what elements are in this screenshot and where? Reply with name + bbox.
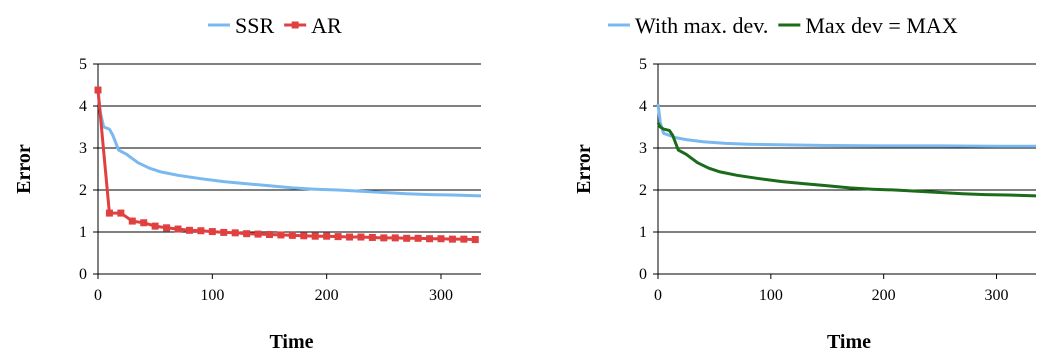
data-point [140, 219, 148, 227]
y-tick-label: 0 [639, 266, 647, 283]
chart-1: 0 1 2 3 4 5 0 100 200 300 Time Error SSR AR [13, 13, 481, 353]
data-point [323, 232, 331, 240]
data-point [380, 234, 388, 242]
data-point [414, 234, 422, 242]
series-line [656, 122, 1036, 198]
y-tick-label: 1 [79, 224, 87, 241]
data-point [163, 224, 171, 232]
y-tick-label: 5 [79, 56, 87, 73]
data-point [311, 232, 319, 240]
y-axis-title: Error [13, 144, 35, 194]
series-line [96, 91, 481, 198]
chart-2: 0 1 2 3 4 5 0 100 200 300 Time Error With max. dev. M… [573, 13, 1036, 353]
legend-entry: SSR [208, 13, 274, 38]
series-ar [94, 86, 479, 244]
legend-entry: With max. dev. [608, 13, 768, 38]
x-axis-title: Time [827, 331, 871, 353]
x-tick-label: 0 [94, 287, 102, 304]
data-point [368, 233, 376, 241]
data-point [185, 226, 193, 234]
data-point [128, 217, 136, 225]
data-point [94, 86, 102, 94]
x-tick-label: 100 [759, 287, 783, 304]
y-tick-label: 2 [79, 182, 87, 199]
y-axis-title: Error [573, 144, 595, 194]
data-point [288, 231, 296, 239]
series-max-dev-max [656, 122, 1036, 198]
legend-entry: Max dev = MAX [778, 13, 958, 38]
data-point [357, 233, 365, 241]
x-axis-title: Time [269, 331, 313, 353]
data-point [243, 230, 251, 238]
data-point [437, 235, 445, 243]
y-tick-label: 1 [639, 224, 647, 241]
legend-label: AR [311, 13, 342, 38]
series-with-max-dev- [656, 103, 1036, 148]
y-tick-label: 0 [79, 266, 87, 283]
data-point [448, 235, 456, 243]
legend-entry: AR [284, 13, 342, 38]
y-tick-label: 4 [79, 98, 87, 115]
data-point [277, 231, 285, 239]
series-line [656, 103, 1036, 148]
y-tick-label: 5 [639, 56, 647, 73]
legend-label: Max dev = MAX [805, 13, 957, 38]
data-point [426, 235, 434, 243]
y-tick-label: 2 [639, 182, 647, 199]
data-point [197, 227, 205, 235]
data-point [346, 233, 354, 241]
data-point [300, 232, 308, 240]
x-tick-label: 300 [429, 287, 453, 304]
data-point [460, 235, 468, 243]
data-point [391, 234, 399, 242]
data-point [105, 209, 113, 217]
x-tick-label: 0 [654, 287, 662, 304]
data-point [254, 230, 262, 238]
x-tick-label: 100 [200, 287, 224, 304]
legend-label: With max. dev. [635, 13, 768, 38]
series-line [96, 89, 476, 242]
data-point [174, 225, 182, 233]
x-tick-label: 200 [315, 287, 339, 304]
data-point [403, 234, 411, 242]
y-tick-label: 3 [79, 140, 87, 157]
x-tick-label: 300 [985, 287, 1009, 304]
data-point [208, 228, 216, 236]
x-tick-label: 200 [872, 287, 896, 304]
data-point [231, 229, 239, 237]
data-point [117, 209, 125, 217]
data-point [265, 231, 273, 239]
y-tick-label: 4 [639, 98, 647, 115]
data-point [471, 236, 479, 244]
legend-label: SSR [235, 13, 274, 38]
legend-marker [291, 21, 299, 29]
y-tick-label: 3 [639, 140, 647, 157]
data-point [151, 222, 159, 230]
data-point [220, 228, 228, 236]
series-ssr [96, 91, 481, 198]
data-point [334, 233, 342, 241]
